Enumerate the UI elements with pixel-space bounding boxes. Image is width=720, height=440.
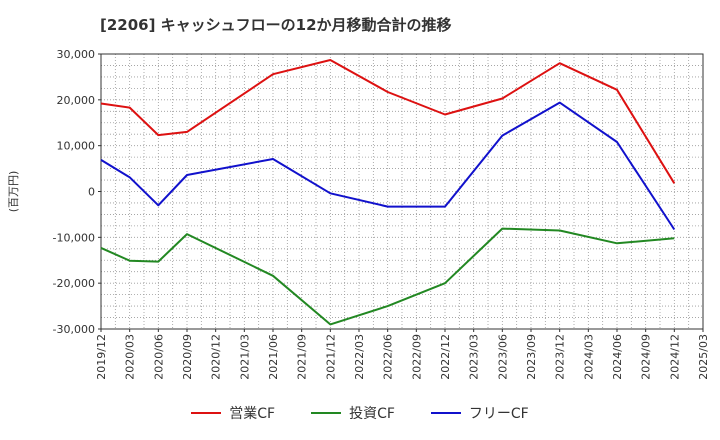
legend-item-free: フリーCF: [430, 403, 529, 423]
y-tick-label: -10,000: [53, 231, 95, 244]
legend-swatch-investing: [311, 412, 342, 414]
x-tick-label: 2021/09: [296, 334, 309, 380]
x-tick-label: 2020/09: [181, 334, 194, 380]
x-tick-label: 2023/09: [525, 334, 538, 380]
x-tick-label: 2022/06: [382, 334, 395, 380]
legend-item-operating: 営業CF: [191, 403, 275, 423]
grid: [100, 53, 704, 330]
x-tick-label: 2023/12: [554, 334, 567, 380]
legend-swatch-free: [430, 412, 461, 414]
legend-label-operating: 営業CF: [229, 406, 276, 422]
y-tick-label: -20,000: [53, 277, 95, 290]
x-tick-label: 2019/12: [95, 334, 108, 380]
x-tick-label: 2020/03: [124, 334, 137, 380]
legend-item-investing: 投資CF: [311, 403, 395, 423]
x-tick-label: 2024/09: [640, 334, 653, 380]
x-tick-label: 2023/06: [496, 334, 509, 380]
legend-label-free: フリーCF: [468, 406, 529, 422]
x-tick-label: 2022/03: [353, 334, 366, 380]
series-lines: [100, 59, 676, 326]
x-tick-label: 2024/03: [582, 334, 595, 380]
x-tick-label: 2024/12: [668, 334, 681, 380]
y-tick-label: 0: [88, 186, 95, 199]
y-tick-label: 20,000: [57, 94, 96, 107]
x-tick-label: 2022/12: [439, 334, 452, 380]
series-line-0: [100, 59, 676, 184]
chart-title: [2206] キャッシュフローの12か月移動合計の推移: [100, 16, 452, 34]
y-tick-label: 30,000: [57, 48, 96, 61]
x-tick-label: 2025/03: [697, 334, 710, 380]
legend-swatch-operating: [191, 412, 222, 414]
axes: 30,000 20,000 10,000 0 -10,000 -20,000 -30,000…: [53, 48, 710, 380]
legend: 営業CF 投資CF フリーCF: [0, 403, 720, 423]
series-line-2: [100, 101, 676, 231]
x-tick-label: 2024/06: [611, 334, 624, 380]
y-tick-label: -30,000: [53, 323, 95, 336]
x-tick-label: 2023/03: [468, 334, 481, 380]
x-tick-label: 2022/09: [410, 334, 423, 380]
x-tick-label: 2021/03: [238, 334, 251, 380]
legend-label-investing: 投資CF: [349, 406, 395, 422]
series-line-1: [100, 227, 675, 326]
x-tick-label: 2020/12: [210, 334, 223, 380]
x-tick-label: 2021/06: [267, 334, 280, 380]
y-axis-label: (百万円): [7, 171, 20, 213]
line-chart: 30,000 20,000 10,000 0 -10,000 -20,000 -30,000…: [7, 48, 710, 380]
x-tick-label: 2021/12: [324, 334, 337, 380]
x-tick-label: 2020/06: [152, 334, 165, 380]
y-tick-label: 10,000: [57, 140, 96, 153]
